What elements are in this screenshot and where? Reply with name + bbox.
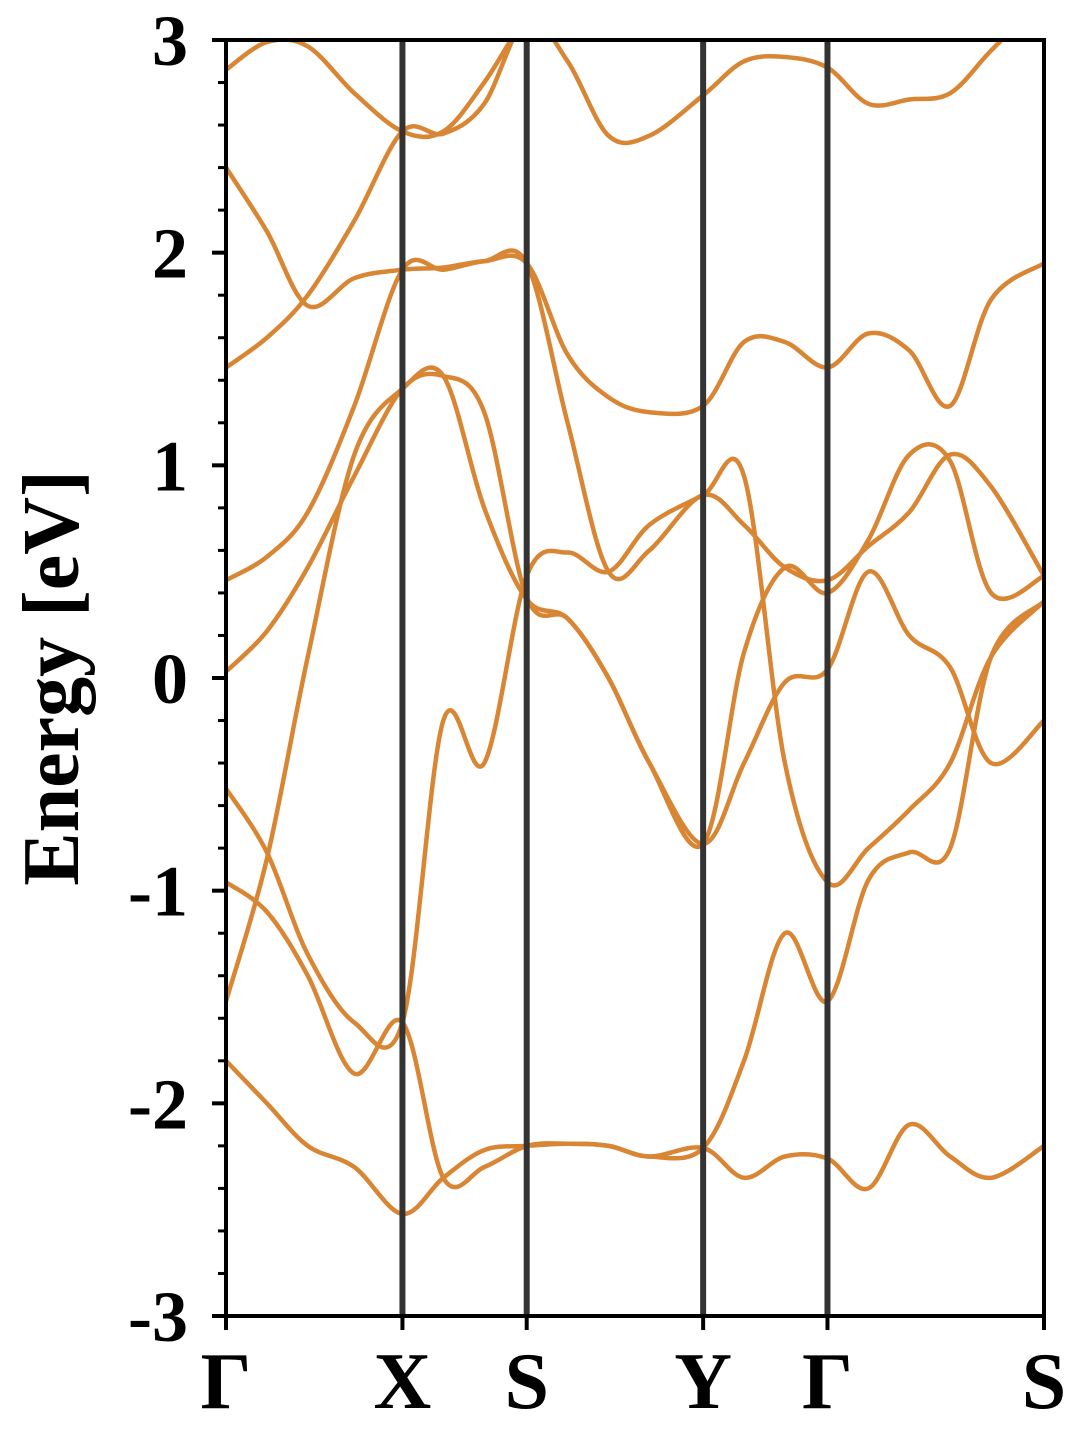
band-line-7 bbox=[226, 599, 1044, 1190]
band-line-1 bbox=[226, 40, 514, 140]
band-line-3 bbox=[226, 40, 1005, 370]
y-tick-label: -1 bbox=[128, 852, 188, 932]
y-tick-label: 3 bbox=[152, 1, 188, 81]
y-tick-label: 0 bbox=[152, 639, 188, 719]
band-line-4 bbox=[226, 248, 1044, 584]
kpoint-label: Γ bbox=[201, 1338, 252, 1426]
kpoint-label: X bbox=[374, 1338, 432, 1426]
y-tick-label: -2 bbox=[128, 1064, 188, 1144]
y-axis-label: Energy [eV] bbox=[8, 470, 96, 885]
y-axis-ticks bbox=[212, 38, 226, 1318]
kpoint-label: Y bbox=[674, 1338, 732, 1426]
y-tick-label: 2 bbox=[152, 214, 188, 294]
y-axis-tick-labels: -3 -2 -1 0 1 2 3 bbox=[128, 1, 188, 1357]
band-line-2 bbox=[226, 166, 1044, 417]
y-tick-label: -3 bbox=[128, 1277, 188, 1357]
y-tick-label: 1 bbox=[152, 426, 188, 506]
band-line-5 bbox=[226, 371, 1044, 849]
kpoint-label: S bbox=[504, 1338, 549, 1426]
kpoint-label: S bbox=[1022, 1338, 1067, 1426]
band-line-6 bbox=[226, 456, 1044, 1050]
band-line-9 bbox=[226, 1059, 1044, 1217]
bands-layer bbox=[226, 40, 1044, 1217]
kpoint-label: Γ bbox=[802, 1338, 853, 1426]
band-line-8 bbox=[226, 365, 1044, 1002]
kpoint-lines-layer bbox=[399, 40, 831, 1316]
